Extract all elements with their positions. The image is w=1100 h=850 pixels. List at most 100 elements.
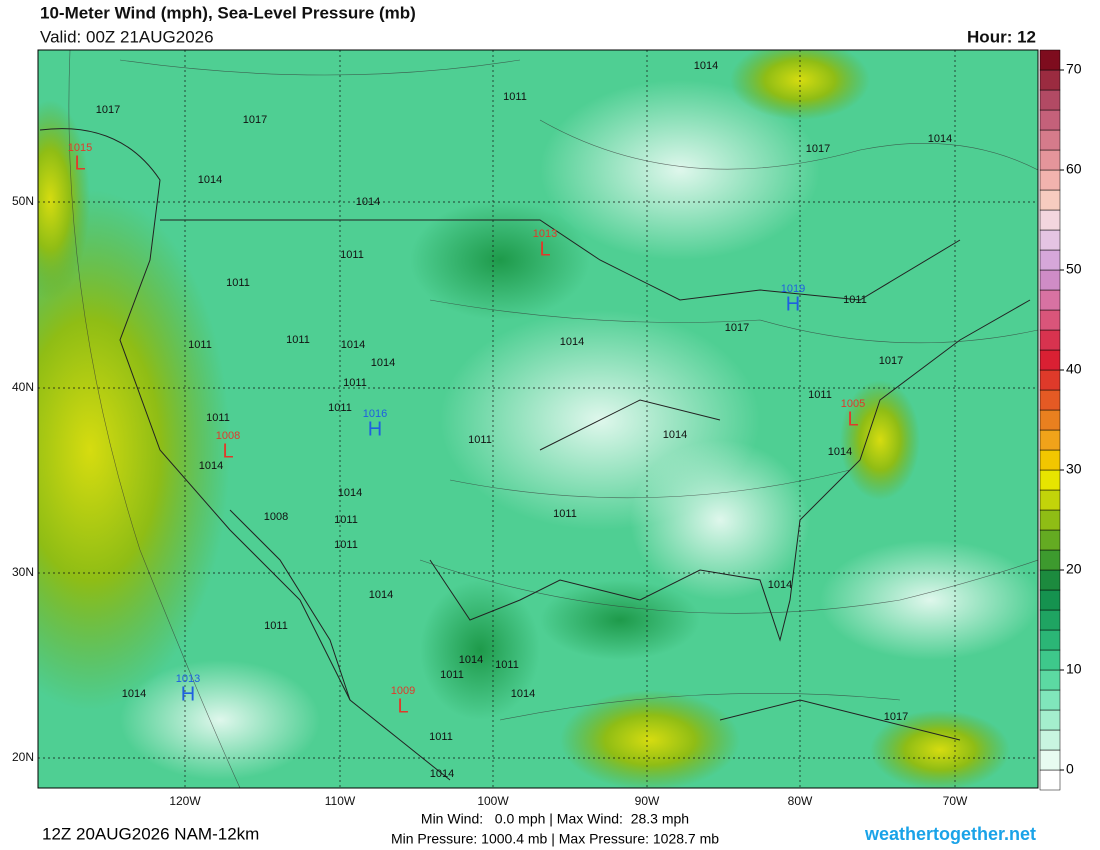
pressure-center-value: 1015 [68, 142, 92, 154]
title: 10-Meter Wind (mph), Sea-Level Pressure … [40, 3, 416, 22]
colorbar-swatch [1039, 49, 1061, 71]
colorbar-swatch [1039, 549, 1061, 571]
pressure-center-letter: H [368, 418, 382, 440]
colorbar-swatch [1039, 129, 1061, 151]
valid-time: Valid: 00Z 21AUG2026 [40, 27, 214, 46]
isobar-label: 1014 [430, 768, 454, 780]
colorbar-swatch [1039, 169, 1061, 191]
latitude-label: 40N [12, 380, 34, 394]
pressure-center-letter: L [74, 152, 85, 174]
site-name: weathertogether.net [864, 824, 1036, 844]
colorbar-swatch [1039, 689, 1061, 711]
model-run: 12Z 20AUG2026 NAM-12km [42, 824, 259, 843]
colorbar-swatch [1039, 229, 1061, 251]
isobar-label: 1017 [884, 711, 908, 723]
colorbar-tick-label: 20 [1066, 561, 1082, 577]
latitude-label: 20N [12, 750, 34, 764]
isobar-label: 1014 [199, 460, 223, 472]
pressure-center-value: 1008 [216, 430, 240, 442]
isobar-label: 1011 [343, 377, 367, 389]
colorbar-swatch [1039, 509, 1061, 531]
colorbar-tick-label: 10 [1066, 661, 1082, 677]
colorbar-swatch [1039, 769, 1061, 791]
isobar-label: 1011 [264, 620, 288, 632]
colorbar-swatch [1039, 149, 1061, 171]
isobar-label: 1014 [459, 654, 483, 666]
isobar-label: 1011 [206, 412, 230, 424]
isobar-label: 1011 [843, 294, 867, 306]
colorbar-swatch [1039, 309, 1061, 331]
isobar-label: 1014 [694, 60, 718, 72]
isobar-label: 1011 [340, 249, 364, 261]
longitude-label: 90W [635, 794, 660, 808]
colorbar-swatch [1039, 589, 1061, 611]
colorbar-swatch [1039, 249, 1061, 271]
isobar-label: 1014 [768, 579, 792, 591]
isobar-label: 1011 [429, 731, 453, 743]
colorbar-tick-label: 70 [1066, 61, 1082, 77]
isobar-label: 1014 [198, 174, 222, 186]
colorbar-swatch [1039, 289, 1061, 311]
longitude-label: 80W [788, 794, 813, 808]
forecast-hour: Hour: 12 [967, 27, 1036, 46]
colorbar-swatch [1039, 89, 1061, 111]
pressure-center-value: 1013 [533, 228, 557, 240]
pressure-center-value: 1013 [176, 673, 200, 685]
isobar-label: 1011 [808, 389, 832, 401]
map-field [38, 50, 1038, 788]
isobar-label: 1011 [334, 539, 358, 551]
isobar-label: 1017 [96, 104, 120, 116]
pressure-center-letter: L [847, 408, 858, 430]
colorbar-swatch [1039, 329, 1061, 351]
colorbar-swatch [1039, 349, 1061, 371]
isobar-label: 1017 [879, 355, 903, 367]
isobar-label: 1011 [468, 434, 492, 446]
pressure-center-value: 1019 [781, 283, 805, 295]
longitude-label: 100W [477, 794, 509, 808]
pressure-center-letter: H [786, 293, 800, 315]
colorbar-swatch [1039, 569, 1061, 591]
latitude-label: 50N [12, 194, 34, 208]
isobar-label: 1008 [264, 511, 288, 523]
colorbar-tick-label: 40 [1066, 361, 1082, 377]
isobar-label: 1011 [188, 339, 212, 351]
colorbar-swatch [1039, 449, 1061, 471]
isobar-label: 1017 [243, 114, 267, 126]
pressure-center-value: 1005 [841, 398, 865, 410]
isobar-label: 1011 [440, 669, 464, 681]
pressure-center-letter: H [181, 683, 195, 705]
colorbar-swatch [1039, 669, 1061, 691]
colorbar-swatch [1039, 69, 1061, 91]
colorbar-tick-label: 50 [1066, 261, 1082, 277]
wind-stats: Min Wind: 0.0 mph | Max Wind: 28.3 mph [421, 811, 689, 827]
colorbar-tick-label: 60 [1066, 161, 1082, 177]
colorbar-swatch [1039, 389, 1061, 411]
colorbar-tick-label: 30 [1066, 461, 1082, 477]
colorbar-swatch [1039, 629, 1061, 651]
isobar-label: 1014 [369, 589, 393, 601]
colorbar-swatch [1039, 529, 1061, 551]
pressure-center-letter: L [539, 238, 550, 260]
colorbar-swatch [1039, 409, 1061, 431]
isobar-label: 1011 [286, 334, 310, 346]
isobar-label: 1014 [928, 133, 952, 145]
colorbar-swatch [1039, 729, 1061, 751]
longitude-label: 110W [325, 794, 356, 808]
pressure-center-letter: L [397, 695, 408, 717]
colorbar-swatch [1039, 469, 1061, 491]
colorbar-swatch [1039, 209, 1061, 231]
pressure-stats: Min Pressure: 1000.4 mb | Max Pressure: … [391, 831, 719, 847]
colorbar-swatch [1039, 609, 1061, 631]
colorbar-swatch [1039, 749, 1061, 771]
longitude-label: 70W [943, 794, 968, 808]
colorbar-tick-label: 0 [1066, 761, 1074, 777]
colorbar-swatch [1039, 369, 1061, 391]
isobar-label: 1011 [553, 508, 577, 520]
isobar-label: 1014 [560, 336, 584, 348]
pressure-center-value: 1009 [391, 685, 415, 697]
isobar-label: 1014 [371, 357, 395, 369]
colorbar-swatch [1039, 489, 1061, 511]
isobar-label: 1011 [226, 277, 250, 289]
isobar-label: 1014 [828, 446, 852, 458]
isobar-label: 1014 [341, 339, 365, 351]
